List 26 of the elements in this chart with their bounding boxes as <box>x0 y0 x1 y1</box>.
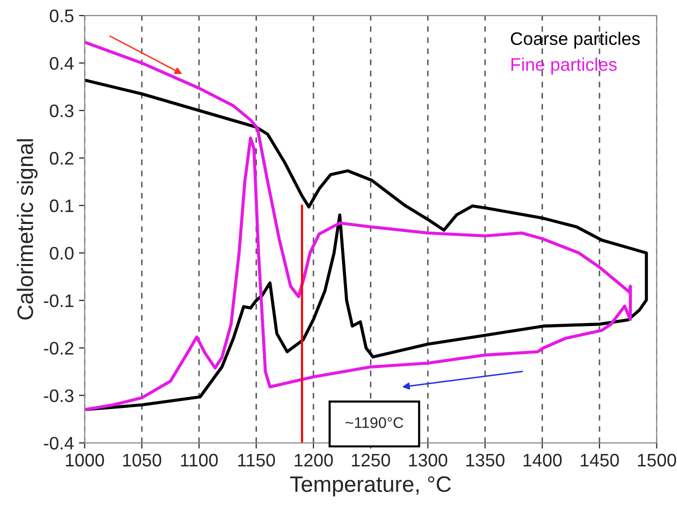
x-tick-label: 1300 <box>409 454 448 467</box>
text: Coarse particles <box>510 32 640 49</box>
x-tick-label: 1450 <box>580 454 619 467</box>
x-tick-label: 1150 <box>238 454 275 467</box>
y-tick-label: 0.3 <box>50 104 74 118</box>
y-tick-label: -0.1 <box>44 294 74 308</box>
y-tick-label: -0.2 <box>44 342 74 355</box>
x-tick-label: 1200 <box>294 454 333 467</box>
text: Fine particles <box>511 58 617 74</box>
y-axis-title: Calorimetric signal <box>16 139 38 320</box>
x-tick-label: 1000 <box>66 454 104 467</box>
x-tick-label: 1500 <box>638 454 676 467</box>
y-tick-label: -0.4 <box>44 436 74 450</box>
y-tick-label: -0.3 <box>44 389 74 402</box>
x-tick-label: 1250 <box>352 454 390 467</box>
y-tick-label: 0.2 <box>50 152 74 165</box>
x-tick-label: 1350 <box>466 454 504 467</box>
x-axis-title: Temperature, °C <box>290 476 451 496</box>
y-tick-label: 0.5 <box>50 9 74 22</box>
x-tick-label: 1400 <box>524 454 562 467</box>
y-tick-label: 0.1 <box>50 199 74 212</box>
annotation: ~1190°C <box>346 417 404 428</box>
y-tick-label: 0.0 <box>50 246 74 260</box>
x-tick-label: 1100 <box>181 454 218 467</box>
x-tick-label: 1050 <box>123 454 162 467</box>
y-tick-label: 0.4 <box>50 56 74 70</box>
